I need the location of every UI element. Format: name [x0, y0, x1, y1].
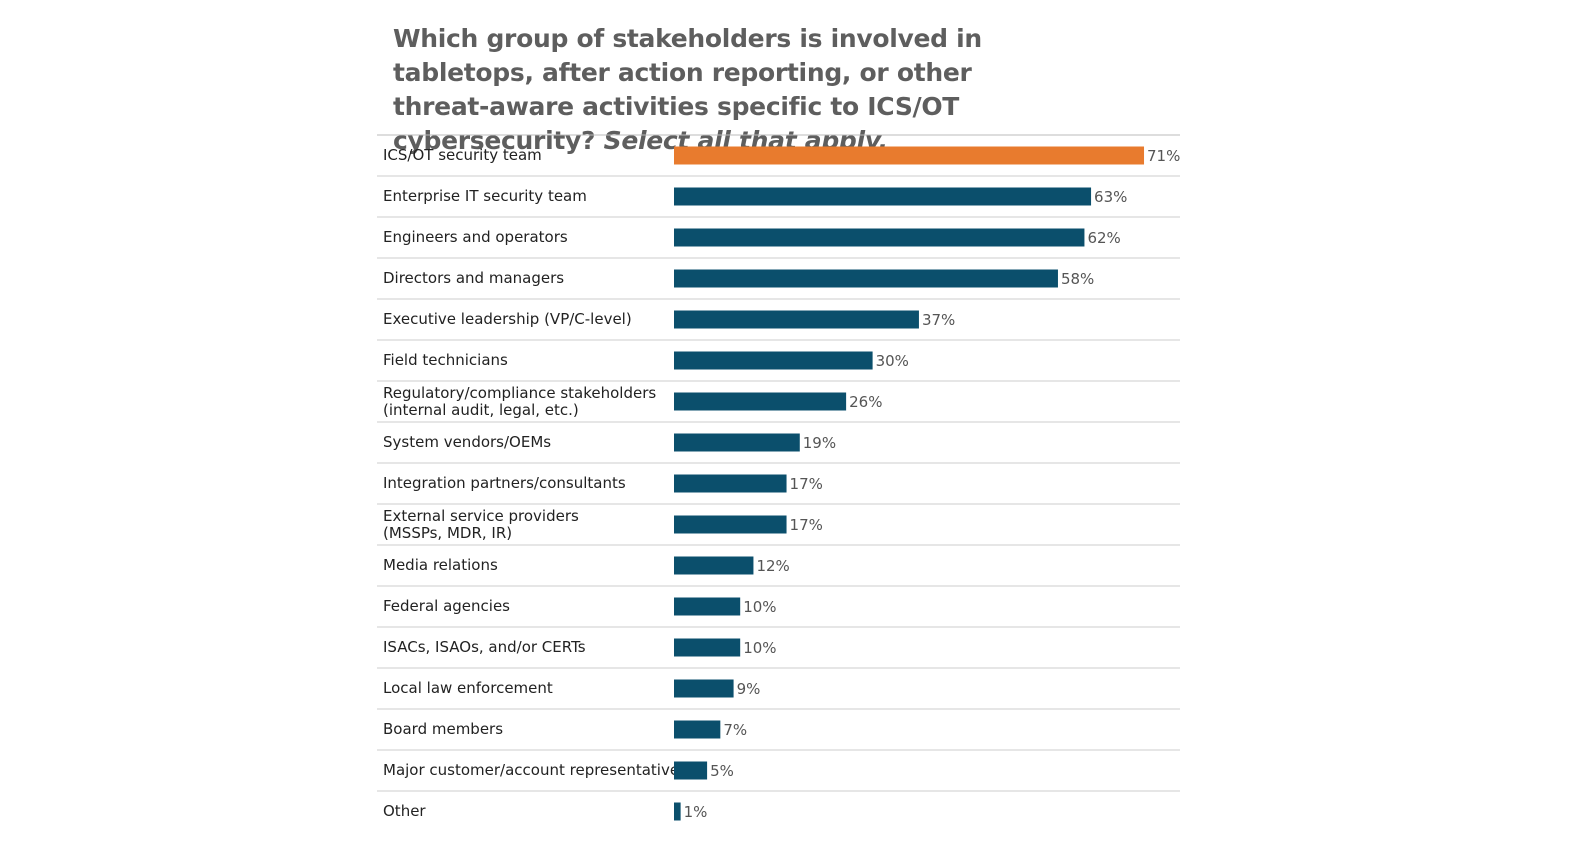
bar — [674, 433, 800, 452]
category-label: Federal agencies — [383, 597, 510, 615]
bar — [674, 515, 787, 534]
bar — [674, 146, 1145, 165]
category-label: External service providers (MSSPs, MDR, I… — [383, 507, 579, 542]
bar — [674, 638, 741, 657]
value-label: 7% — [723, 721, 747, 739]
bar — [674, 556, 754, 575]
value-label: 10% — [743, 639, 776, 657]
bar — [674, 679, 734, 698]
value-label: 37% — [922, 311, 955, 329]
bar — [674, 269, 1058, 288]
bar — [674, 228, 1085, 247]
category-label: Directors and managers — [383, 269, 564, 287]
value-label: 26% — [849, 393, 882, 411]
value-label: 58% — [1061, 270, 1094, 288]
value-label: 9% — [737, 680, 761, 698]
category-label: Field technicians — [383, 351, 508, 369]
bar — [674, 187, 1092, 206]
value-label: 71% — [1147, 147, 1180, 165]
bar — [674, 802, 681, 821]
category-label: Executive leadership (VP/C-level) — [383, 310, 632, 328]
value-label: 12% — [756, 557, 789, 575]
category-label: System vendors/OEMs — [383, 433, 551, 451]
value-label: 17% — [790, 475, 823, 493]
bar — [674, 597, 741, 616]
category-label: Major customer/account representatives — [383, 761, 687, 779]
bar — [674, 310, 919, 329]
value-label: 17% — [790, 516, 823, 534]
category-label: Engineers and operators — [383, 228, 568, 246]
bar — [674, 474, 787, 493]
bar — [674, 761, 708, 780]
category-label: Local law enforcement — [383, 679, 553, 697]
category-label: Enterprise IT security team — [383, 187, 587, 205]
value-label: 5% — [710, 762, 734, 780]
category-label: Board members — [383, 720, 503, 738]
category-label: Integration partners/consultants — [383, 474, 626, 492]
category-label: ICS/OT security team — [383, 146, 542, 164]
value-label: 30% — [876, 352, 909, 370]
category-label: ISACs, ISAOs, and/or CERTs — [383, 638, 586, 656]
category-label: Media relations — [383, 556, 498, 574]
value-label: 19% — [803, 434, 836, 452]
category-label: Other — [383, 802, 426, 820]
category-label: Regulatory/compliance stakeholders (inter… — [383, 384, 656, 419]
bar — [674, 392, 847, 411]
value-label: 1% — [684, 803, 708, 821]
value-label: 63% — [1094, 188, 1127, 206]
title-main: Which group of stakeholders is involved … — [393, 24, 982, 155]
value-label: 10% — [743, 598, 776, 616]
bar — [674, 351, 873, 370]
value-label: 62% — [1087, 229, 1120, 247]
bar — [674, 720, 721, 739]
